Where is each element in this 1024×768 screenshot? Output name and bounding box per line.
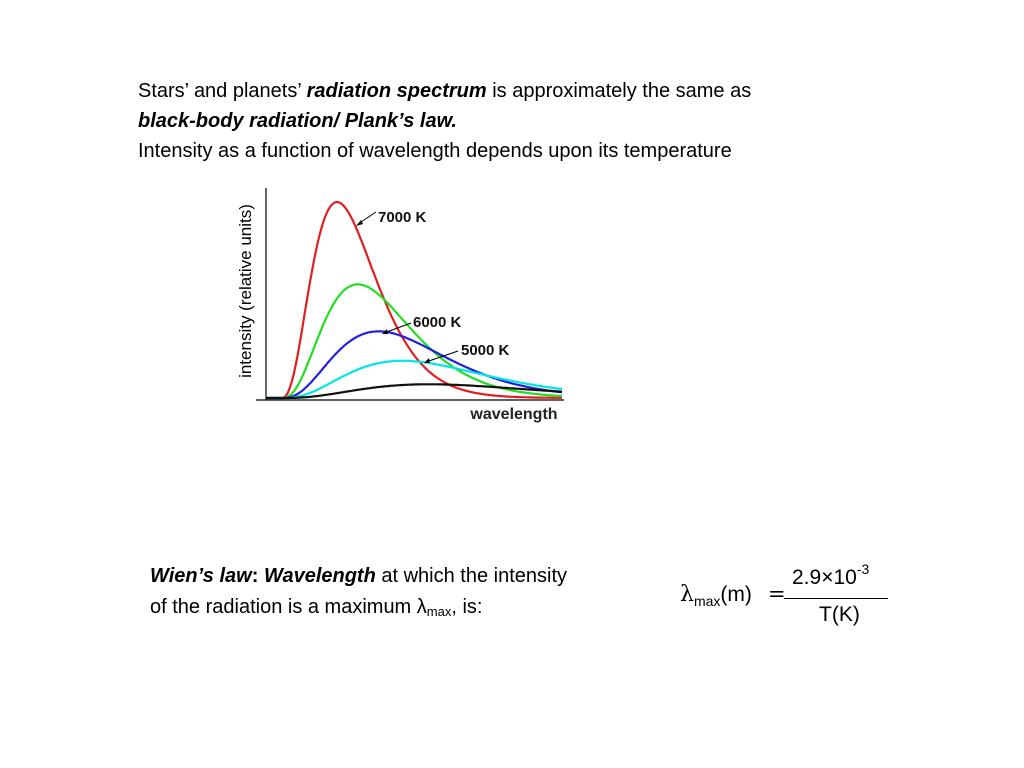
radiation-spectrum-term: radiation spectrum xyxy=(306,80,487,102)
intro-line-1-a: Stars’ and planets’ xyxy=(138,80,307,102)
wien-text-3: , is: xyxy=(451,596,483,618)
wien-lambda-sub: max xyxy=(426,604,452,619)
wien-line-2: of the radiation is a maximum λmax, is: xyxy=(150,592,650,623)
intro-line-1-c: is approximately the same as xyxy=(486,80,752,102)
formula-denominator: T(K) xyxy=(819,603,860,626)
arrow-6000k-head xyxy=(382,329,388,334)
formula-numerator: 2.9×10-3 xyxy=(792,562,869,590)
formula-lambda-sub: max xyxy=(693,593,721,609)
intro-text: Stars’ and planets’ radiation spectrum i… xyxy=(138,76,878,166)
formula-fraction-bar xyxy=(784,598,888,599)
formula-numerator-base: 2.9×10 xyxy=(792,566,857,589)
label-5000k: 5000 K xyxy=(461,342,510,359)
formula-equals: = xyxy=(768,582,786,606)
blackbody-chart: intensity (relative units) wavelength 70… xyxy=(236,188,564,423)
curve-4 xyxy=(266,359,563,400)
curve-3 xyxy=(266,330,563,400)
formula-unit: (m) xyxy=(720,583,752,606)
arrow-7000k-head xyxy=(356,220,363,226)
curve-1 xyxy=(266,201,562,400)
chart-axes xyxy=(256,188,564,401)
formula-lhs: λmax(m) xyxy=(680,582,752,609)
wien-text-2: of the radiation is a maximum λ xyxy=(150,596,427,618)
arrow-5000k xyxy=(425,350,459,363)
chart-annotations: 7000 K 6000 K 5000 K xyxy=(356,209,510,363)
intro-line-3: Intensity as a function of wavelength de… xyxy=(138,140,732,162)
chart-curves xyxy=(266,201,563,400)
y-axis-label: intensity (relative units) xyxy=(236,204,255,378)
label-6000k: 6000 K xyxy=(413,314,462,331)
wien-colon: : xyxy=(251,565,264,587)
x-axis-label: wavelength xyxy=(469,406,557,423)
label-7000k: 7000 K xyxy=(378,209,427,226)
black-body-term: black-body radiation/ Plank’s law. xyxy=(138,110,457,132)
wien-formula: λmax(m) = 2.9×10-3 T(K) xyxy=(676,560,896,640)
wien-law-term: Wien’s law xyxy=(150,565,252,587)
wien-line-1: Wien’s law: Wavelength at which the inte… xyxy=(150,561,650,592)
arrow-6000k xyxy=(383,322,412,334)
wien-law-text: Wien’s law: Wavelength at which the inte… xyxy=(150,561,650,623)
formula-lambda: λ xyxy=(680,582,694,607)
curve-2 xyxy=(266,283,563,400)
wien-text-1: at which the intensity xyxy=(375,565,568,587)
curve-5 xyxy=(266,383,563,400)
arrow-5000k-head xyxy=(424,358,430,363)
wavelength-term: Wavelength xyxy=(263,565,376,587)
intro-line-1: Stars’ and planets’ radiation spectrum i… xyxy=(138,76,878,106)
formula-exponent: -3 xyxy=(856,561,870,577)
